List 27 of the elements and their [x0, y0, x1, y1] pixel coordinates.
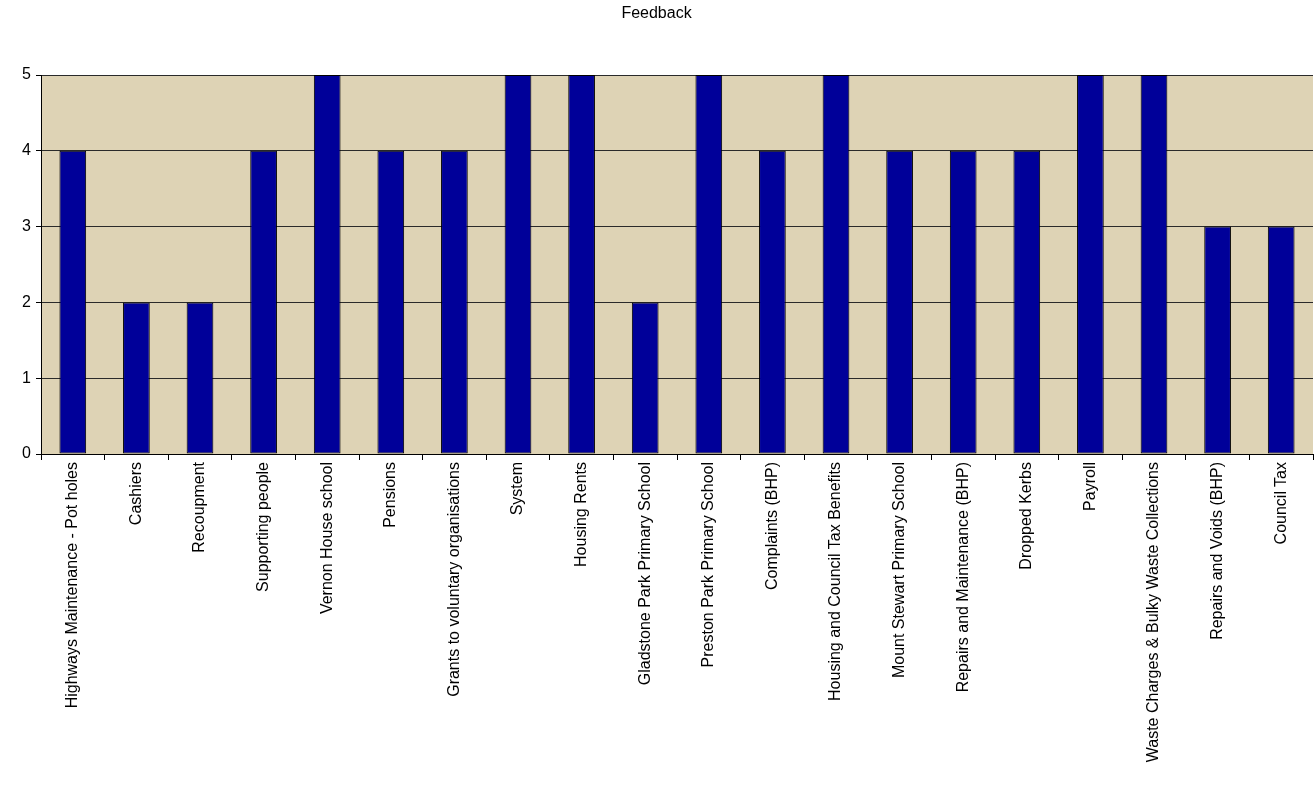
- x-tick-label: Waste Charges & Bulky Waste Collections: [1144, 462, 1162, 763]
- x-tick-label: Grants to voluntary organisations: [444, 462, 462, 697]
- x-tick-label: Complaints (BHP): [762, 462, 780, 591]
- x-tick-label: System: [508, 462, 526, 516]
- x-tick-label: Housing Rents: [572, 462, 590, 567]
- x-tick-label: Recoupment: [190, 461, 208, 553]
- y-tick-label: 1: [22, 368, 32, 386]
- x-tick-label: Repairs and Maintenance (BHP): [953, 462, 971, 693]
- x-tick-label: Supporting people: [254, 461, 272, 592]
- x-tick-label: Repairs and Voids (BHP): [1208, 462, 1226, 640]
- x-tick-label: Council Tax: [1271, 462, 1289, 545]
- y-tick-label: 0: [22, 444, 32, 462]
- x-tick-label: Mount Stewart Primary School: [890, 462, 908, 679]
- chart-title: Feedback: [621, 4, 693, 22]
- y-tick-label: 4: [22, 141, 32, 159]
- x-tick-label: Preston Park Primary School: [699, 462, 717, 668]
- x-tick-label: Housing and Council Tax Benefits: [826, 462, 844, 701]
- x-tick-label: Dropped Kerbs: [1017, 462, 1035, 570]
- x-tick-label: Pensions: [381, 462, 399, 528]
- y-tick-label: 2: [22, 292, 32, 310]
- x-tick-label: Vernon House school: [317, 462, 335, 615]
- y-tick-label: 5: [22, 65, 32, 83]
- x-tick-label: Payroll: [1080, 462, 1098, 511]
- x-tick-label: Cashiers: [126, 462, 144, 526]
- y-tick-label: 3: [22, 217, 32, 235]
- x-tick-label: Gladstone Park Primary School: [635, 462, 653, 686]
- x-tick-label: Highways Maintenance - Pot holes: [63, 462, 81, 709]
